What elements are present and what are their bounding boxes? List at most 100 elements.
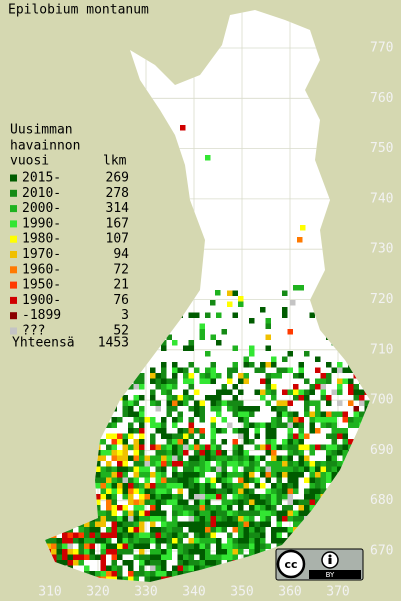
occurrence-square: [249, 488, 255, 494]
occurrence-square: [227, 516, 233, 522]
occurrence-square: [276, 510, 282, 516]
occurrence-square: [210, 395, 216, 401]
occurrence-square: [359, 351, 365, 357]
occurrence-square: [359, 411, 365, 417]
occurrence-square: [232, 450, 238, 456]
occurrence-square: [271, 373, 277, 379]
occurrence-square: [221, 505, 227, 511]
occurrence-square: [106, 433, 112, 439]
occurrence-square: [238, 378, 244, 384]
occurrence-square: [276, 400, 282, 406]
occurrence-square: [155, 483, 161, 489]
occurrence-square: [45, 461, 46, 467]
occurrence-square: [216, 543, 222, 549]
occurrence-square: [287, 329, 293, 335]
occurrence-square: [144, 334, 150, 340]
occurrence-square: [89, 527, 95, 533]
occurrence-square: [276, 444, 282, 450]
occurrence-square: [216, 340, 222, 346]
occurrence-square: [73, 499, 79, 505]
occurrence-square: [133, 378, 139, 384]
occurrence-square: [84, 527, 90, 533]
occurrence-square: [183, 433, 189, 439]
occurrence-square: [56, 422, 62, 428]
occurrence-square: [155, 488, 161, 494]
occurrence-square: [298, 362, 304, 368]
occurrence-square: [221, 554, 227, 560]
occurrence-square: [265, 439, 271, 445]
occurrence-square: [238, 389, 244, 395]
occurrence-square: [51, 516, 57, 522]
occurrence-square: [117, 417, 123, 423]
occurrence-square: [139, 466, 145, 472]
occurrence-square: [199, 499, 205, 505]
occurrence-square: [232, 494, 238, 500]
occurrence-square: [62, 488, 68, 494]
occurrence-square: [353, 444, 359, 450]
occurrence-square: [337, 411, 343, 417]
occurrence-square: [249, 532, 255, 538]
occurrence-square: [282, 488, 288, 494]
occurrence-square: [227, 521, 233, 527]
occurrence-square: [139, 406, 145, 412]
occurrence-square: [348, 461, 354, 467]
occurrence-square: [243, 554, 249, 560]
occurrence-square: [315, 417, 321, 423]
legend-label: 1980-: [22, 232, 61, 247]
occurrence-square: [172, 582, 178, 588]
occurrence-square: [232, 406, 238, 412]
occurrence-square: [177, 428, 183, 434]
occurrence-square: [232, 516, 238, 522]
occurrence-square: [56, 395, 62, 401]
occurrence-square: [139, 323, 145, 329]
occurrence-square: [45, 571, 46, 577]
occurrence-square: [342, 378, 348, 384]
occurrence-square: [166, 378, 172, 384]
occurrence-square: [337, 461, 343, 467]
occurrence-square: [205, 494, 211, 500]
occurrence-square: [216, 565, 222, 571]
occurrence-square: [287, 488, 293, 494]
occurrence-square: [84, 461, 90, 467]
occurrence-square: [45, 499, 46, 505]
occurrence-square: [265, 450, 271, 456]
occurrence-square: [337, 543, 343, 549]
occurrence-square: [139, 527, 145, 533]
occurrence-square: [106, 378, 112, 384]
occurrence-square: [45, 505, 46, 511]
occurrence-square: [150, 389, 156, 395]
occurrence-square: [298, 433, 304, 439]
occurrence-square: [95, 521, 101, 527]
occurrence-square: [353, 439, 359, 445]
occurrence-square: [326, 422, 332, 428]
occurrence-square: [73, 455, 79, 461]
occurrence-square: [188, 521, 194, 527]
occurrence-square: [188, 428, 194, 434]
occurrence-square: [276, 527, 282, 533]
occurrence-square: [271, 461, 277, 467]
occurrence-square: [265, 510, 271, 516]
occurrence-square: [309, 422, 315, 428]
occurrence-square: [271, 384, 277, 390]
occurrence-square: [282, 389, 288, 395]
occurrence-square: [89, 521, 95, 527]
occurrence-square: [78, 461, 84, 467]
occurrence-square: [216, 455, 222, 461]
occurrence-square: [95, 516, 101, 522]
occurrence-square: [359, 521, 365, 527]
occurrence-square: [370, 571, 376, 577]
y-tick-label: 740: [370, 191, 393, 206]
x-tick-label: 330: [134, 585, 157, 600]
occurrence-square: [232, 549, 238, 555]
occurrence-square: [249, 549, 255, 555]
occurrence-square: [73, 521, 79, 527]
occurrence-square: [62, 505, 68, 511]
legend-header: havainnon: [10, 139, 80, 154]
occurrence-square: [348, 494, 354, 500]
occurrence-square: [95, 378, 101, 384]
legend-count: 21: [113, 278, 129, 293]
occurrence-square: [89, 444, 95, 450]
occurrence-square: [221, 494, 227, 500]
occurrence-square: [172, 367, 178, 373]
occurrence-square: [45, 406, 46, 412]
